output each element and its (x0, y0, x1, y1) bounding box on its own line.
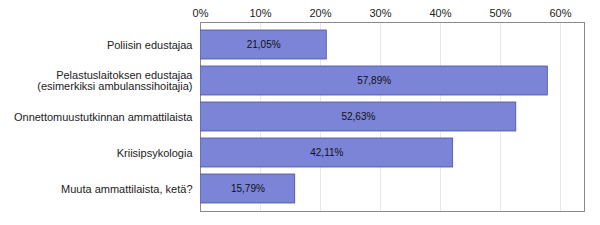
svg-text:57,89%: 57,89% (357, 75, 391, 86)
svg-text:20%: 20% (309, 7, 331, 19)
svg-text:60%: 60% (549, 7, 571, 19)
svg-text:42,11%: 42,11% (310, 147, 343, 158)
svg-text:30%: 30% (369, 7, 391, 19)
svg-text:10%: 10% (249, 7, 271, 19)
svg-text:0%: 0% (193, 7, 209, 19)
svg-text:Kriisipsykologia: Kriisipsykologia (117, 147, 194, 159)
svg-text:40%: 40% (429, 7, 451, 19)
svg-text:Onnettomuustutkinnan ammattila: Onnettomuustutkinnan ammattilaista (14, 111, 193, 123)
svg-text:15,79%: 15,79% (231, 183, 265, 194)
svg-text:Poliisin edustajaa: Poliisin edustajaa (107, 39, 193, 51)
svg-text:Pelastuslaitoksen edustajaa(es: Pelastuslaitoksen edustajaa(esimerkiksi … (37, 69, 193, 92)
svg-text:21,05%: 21,05% (247, 39, 281, 50)
svg-text:52,63%: 52,63% (341, 111, 375, 122)
svg-text:Muuta ammattilaista, ketä?: Muuta ammattilaista, ketä? (61, 183, 192, 195)
svg-text:50%: 50% (489, 7, 511, 19)
